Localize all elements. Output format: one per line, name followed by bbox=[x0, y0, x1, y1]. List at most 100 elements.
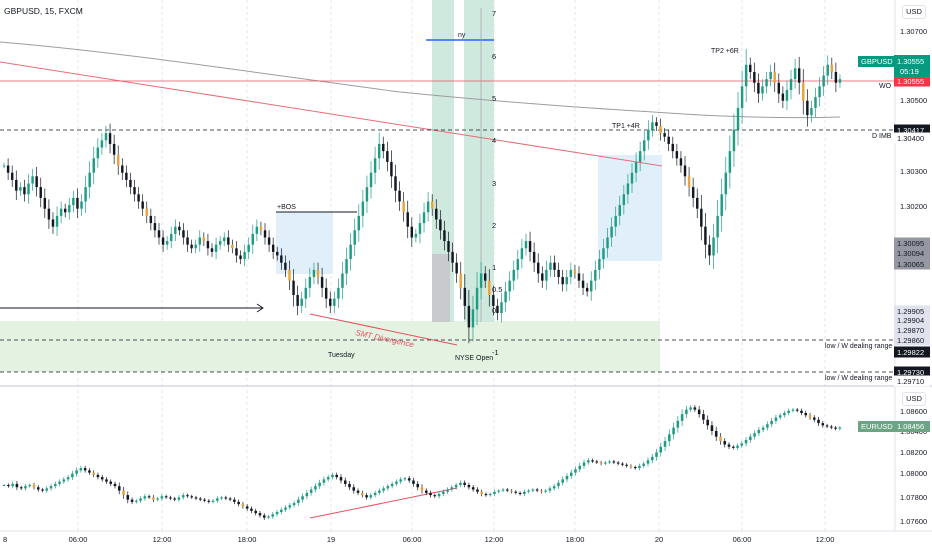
currency-button-top[interactable]: USD bbox=[902, 5, 926, 19]
eurusd-candle-158 bbox=[676, 420, 680, 428]
gbpusd-candle-102 bbox=[418, 223, 422, 234]
eurusd-candle-193 bbox=[825, 425, 829, 427]
eurusd-candle-28 bbox=[122, 490, 125, 496]
gbpusd-candle-133 bbox=[545, 269, 548, 281]
eurusd-candle-92 bbox=[395, 481, 398, 484]
gbpusd-candle-74 bbox=[304, 287, 308, 299]
gbpusd-candle-75 bbox=[308, 277, 312, 288]
gbpusd-candle-187 bbox=[765, 79, 768, 87]
price-tag-bg-0 bbox=[894, 75, 930, 87]
eurusd-candle-15 bbox=[66, 477, 70, 480]
price-tag-bg-7 bbox=[894, 314, 930, 326]
gbpusd-candle-66 bbox=[271, 244, 275, 252]
eurusd-candle-81 bbox=[348, 483, 351, 488]
eurusd-candle-46 bbox=[198, 498, 202, 500]
eurusd-candle-42 bbox=[181, 495, 185, 498]
eurusd-candle-23 bbox=[100, 477, 104, 480]
gbpusd-candle-25 bbox=[104, 133, 108, 141]
eurusd-candle-7 bbox=[32, 485, 36, 488]
gbpusd-candle-11 bbox=[47, 208, 51, 220]
time-tick-4: 19 bbox=[327, 535, 335, 544]
eurusd-candle-119 bbox=[510, 490, 513, 492]
bos-label: +BOS bbox=[277, 204, 296, 211]
gbpusd-candle-86 bbox=[353, 230, 356, 245]
gbpusd-candle-50 bbox=[206, 241, 210, 249]
eurusd-candle-183 bbox=[783, 413, 786, 416]
gbpusd-candle-194 bbox=[793, 68, 797, 80]
gbpusd-candle-8 bbox=[35, 176, 38, 188]
gbpusd-candle-13 bbox=[55, 215, 59, 227]
chart-title: GBPUSD, 15, FXCM bbox=[4, 6, 83, 16]
eurusd-candle-118 bbox=[506, 489, 509, 491]
moving-average-line bbox=[0, 41, 841, 119]
eurusd-candle-175 bbox=[749, 436, 752, 440]
eurusd-candle-65 bbox=[280, 509, 283, 512]
eurusd-candle-9 bbox=[41, 489, 44, 491]
price-tag-9: 1.29860 bbox=[897, 336, 924, 345]
currency-button-bottom[interactable]: USD bbox=[902, 392, 926, 406]
gbpusd-candle-119 bbox=[488, 280, 491, 296]
bottom-price-tick-4: 1.07800 bbox=[900, 493, 927, 502]
eurusd-candle-151 bbox=[646, 460, 650, 464]
gbpusd-candles bbox=[2, 48, 842, 344]
fib-level-1: 6 bbox=[492, 52, 496, 61]
top-price-tick-0: 1.30700 bbox=[900, 27, 927, 36]
eurusd-candle-105 bbox=[450, 487, 454, 490]
eurusd-candle-110 bbox=[471, 487, 475, 490]
eurusd-candle-115 bbox=[493, 491, 496, 494]
eurusd-candle-27 bbox=[117, 486, 121, 491]
eurusd-candle-86 bbox=[369, 495, 373, 498]
gbpusd-candle-170 bbox=[696, 197, 699, 209]
price-tag-bg-1 bbox=[894, 124, 930, 136]
gbpusd-candle-196 bbox=[802, 82, 805, 101]
gbpusd-candle-98 bbox=[402, 201, 405, 213]
gbpusd-candle-82 bbox=[337, 287, 340, 299]
time-tick-3: 18:00 bbox=[238, 535, 257, 544]
gbpusd-candle-38 bbox=[157, 230, 161, 238]
gbpusd-candle-127 bbox=[520, 248, 524, 260]
gbpusd-candle-188 bbox=[769, 71, 772, 80]
price-tag-bg-2 bbox=[894, 132, 930, 144]
gbpusd-candle-145 bbox=[594, 269, 597, 281]
fib-level-6: 1 bbox=[492, 263, 496, 272]
eurusd-candle-191 bbox=[817, 419, 820, 424]
smt-line-top bbox=[309, 313, 458, 346]
eurusd-candle-1 bbox=[7, 485, 10, 487]
eurusd-candle-185 bbox=[791, 409, 795, 411]
gbpusd-candle-112 bbox=[459, 273, 462, 288]
price-tag-bg-5 bbox=[894, 258, 930, 270]
gbpusd-candle-42 bbox=[174, 226, 177, 234]
gbpusd-candle-65 bbox=[267, 237, 271, 245]
gbpusd-candle-32 bbox=[133, 187, 136, 195]
eurusd-candle-25 bbox=[109, 481, 113, 484]
gbpusd-candle-99 bbox=[406, 212, 409, 227]
price-tag-12: 1.29710 bbox=[897, 377, 924, 386]
gbpusd-candle-4 bbox=[19, 187, 22, 191]
eurusd-candle-123 bbox=[527, 490, 530, 492]
ny-label: ny bbox=[458, 32, 466, 39]
eurusd-candle-69 bbox=[297, 499, 300, 503]
gbpusd-candle-129 bbox=[528, 241, 532, 252]
gbpusd-candle-193 bbox=[789, 79, 793, 90]
gbpusd-candle-49 bbox=[202, 237, 206, 242]
gbpusd-candle-43 bbox=[178, 226, 181, 231]
eurusd-candle-163 bbox=[697, 409, 701, 415]
gbpusd-candle-162 bbox=[663, 133, 666, 137]
eurusd-label-bg bbox=[858, 421, 894, 432]
gbpusd-candle-41 bbox=[170, 233, 173, 242]
gbpusd-candle-110 bbox=[451, 251, 454, 263]
nyse-open-label: NYSE Open bbox=[455, 355, 493, 362]
eurusd-candle-2 bbox=[11, 483, 14, 487]
gbpusd-candle-149 bbox=[610, 226, 613, 238]
gbpusd-candle-108 bbox=[443, 230, 446, 242]
gbpusd-candle-153 bbox=[626, 183, 630, 195]
gbpusd-candle-143 bbox=[585, 287, 589, 292]
bottom-price-tick-3: 1.08000 bbox=[900, 469, 927, 478]
gbpusd-candle-68 bbox=[280, 255, 283, 263]
gbpusd-candle-20 bbox=[84, 187, 87, 202]
eurusd-candle-38 bbox=[164, 496, 168, 498]
gbpusd-candle-144 bbox=[590, 280, 593, 292]
gbpusd-candle-180 bbox=[736, 107, 740, 130]
gbpusd-candle-53 bbox=[218, 241, 222, 245]
